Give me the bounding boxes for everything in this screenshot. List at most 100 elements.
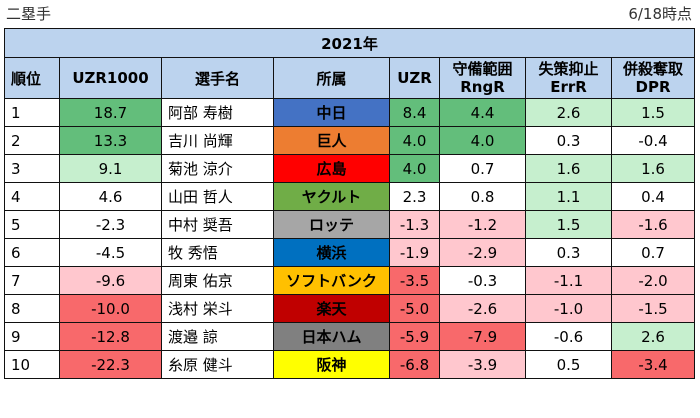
table-row: 1 18.7 阿部 寿樹 中日 8.4 4.4 2.6 1.5 [4, 98, 695, 127]
rngr-cell: -2.6 [439, 294, 526, 323]
rank-cell: 2 [4, 126, 60, 155]
col-player-header: 選手名 [161, 57, 274, 99]
rngr-cell: -7.9 [439, 322, 526, 351]
rank-cell: 10 [4, 350, 60, 379]
errr-cell: 0.5 [525, 350, 612, 379]
rngr-cell: -1.2 [439, 210, 526, 239]
col-uzr-header: UZR [389, 57, 440, 99]
errr-cell: 1.6 [525, 154, 612, 183]
col-uzr1000-header: UZR1000 [59, 57, 162, 99]
dpr-cell: 1.5 [611, 98, 695, 127]
uzr-ranking-table: 2021年 順位 UZR1000 選手名 所属 UZR 守備範囲 RngR 失策抑止 ErrR 併… [4, 28, 695, 379]
col-team-header: 所属 [273, 57, 390, 99]
uzr1000-cell: -4.5 [59, 238, 162, 267]
col-rngr-header: 守備範囲 RngR [439, 57, 526, 99]
rngr-cell: -3.9 [439, 350, 526, 379]
col-dpr-header-line1: 併殺奪取 [622, 60, 683, 78]
col-errr-header-line1: 失策抑止 [538, 60, 599, 78]
uzr1000-cell: 4.6 [59, 182, 162, 211]
uzr1000-cell: -2.3 [59, 210, 162, 239]
team-cell: 横浜 [273, 238, 390, 267]
col-rngr-header-line1: 守備範囲 [452, 60, 513, 78]
table-row: 3 9.1 菊池 涼介 広島 4.0 0.7 1.6 1.6 [4, 154, 695, 183]
uzr-cell: 4.0 [389, 126, 440, 155]
uzr1000-cell: -22.3 [59, 350, 162, 379]
col-errr-header-line2: ErrR [550, 78, 587, 96]
player-name-cell: 菊池 涼介 [161, 154, 274, 183]
position-label: 二塁手 [6, 5, 52, 23]
col-dpr-header-line2: DPR [635, 78, 671, 96]
uzr1000-cell: 9.1 [59, 154, 162, 183]
team-cell: 楽天 [273, 294, 390, 323]
table-row: 9 -12.8 渡邉 諒日本ハム -5.9 -7.9 -0.6 2.6 [4, 322, 695, 351]
errr-cell: 0.3 [525, 238, 612, 267]
col-rngr-header-line2: RngR [460, 78, 505, 96]
uzr-cell: -6.8 [389, 350, 440, 379]
dpr-cell: 1.6 [611, 154, 695, 183]
player-name-cell: 糸原 健斗 [161, 350, 274, 379]
team-cell: ヤクルト [273, 182, 390, 211]
errr-cell: -0.6 [525, 322, 612, 351]
as-of-date: 6/18時点 [628, 5, 692, 23]
uzr1000-cell: -9.6 [59, 266, 162, 295]
dpr-cell: 0.7 [611, 238, 695, 267]
player-name-cell: 周東 佑京 [161, 266, 274, 295]
team-cell: 広島 [273, 154, 390, 183]
table-row: 10 -22.3 糸原 健斗 阪神 -6.8 -3.9 0.5 -3.4 [4, 350, 695, 379]
player-name-cell: 中村 奨吾 [161, 210, 274, 239]
table-row: 4 4.6 山田 哲人 ヤクルト 2.3 0.8 1.1 0.4 [4, 182, 695, 211]
rank-cell: 6 [4, 238, 60, 267]
player-name-cell: 吉川 尚輝 [161, 126, 274, 155]
dpr-cell: -1.5 [611, 294, 695, 323]
dpr-cell: 0.4 [611, 182, 695, 211]
uzr-cell: -1.9 [389, 238, 440, 267]
uzr-cell: -5.0 [389, 294, 440, 323]
rngr-cell: 4.4 [439, 98, 526, 127]
uzr-cell: 2.3 [389, 182, 440, 211]
rank-cell: 5 [4, 210, 60, 239]
errr-cell: -1.0 [525, 294, 612, 323]
uzr-cell: -5.9 [389, 322, 440, 351]
rank-cell: 4 [4, 182, 60, 211]
team-cell: 阪神 [273, 350, 390, 379]
errr-cell: 2.6 [525, 98, 612, 127]
player-name-cell: 渡邉 諒 [161, 322, 274, 351]
errr-cell: 1.5 [525, 210, 612, 239]
errr-cell: 1.1 [525, 182, 612, 211]
table-row: 2 13.3 吉川 尚輝 巨人 4.0 4.0 0.3 -0.4 [4, 126, 695, 155]
errr-cell: 0.3 [525, 126, 612, 155]
col-dpr-header: 併殺奪取 DPR [611, 57, 695, 99]
team-cell: ソフトバンク [273, 266, 390, 295]
dpr-cell: -1.6 [611, 210, 695, 239]
rngr-cell: -0.3 [439, 266, 526, 295]
player-name-cell: 牧 秀悟 [161, 238, 274, 267]
dpr-cell: -0.4 [611, 126, 695, 155]
rank-cell: 1 [4, 98, 60, 127]
table-row: 6 -4.5 牧 秀悟 横浜 -1.9 -2.9 0.3 0.7 [4, 238, 695, 267]
player-name-cell: 山田 哲人 [161, 182, 274, 211]
uzr-cell: -1.3 [389, 210, 440, 239]
rngr-cell: 4.0 [439, 126, 526, 155]
rank-cell: 9 [4, 322, 60, 351]
errr-cell: -1.1 [525, 266, 612, 295]
uzr1000-cell: 13.3 [59, 126, 162, 155]
table-title: 2021年 [4, 28, 695, 58]
col-rank-header: 順位 [4, 57, 60, 99]
uzr1000-cell: 18.7 [59, 98, 162, 127]
rank-cell: 3 [4, 154, 60, 183]
rngr-cell: 0.7 [439, 154, 526, 183]
uzr1000-cell: -12.8 [59, 322, 162, 351]
uzr-cell: 4.0 [389, 154, 440, 183]
table-row: 8 -10.0 浅村 栄斗 楽天 -5.0 -2.6 -1.0 -1.5 [4, 294, 695, 323]
table-row: 7 -9.6 周東 佑京 ソフトバンク -3.5 -0.3 -1.1 -2.0 [4, 266, 695, 295]
rngr-cell: -2.9 [439, 238, 526, 267]
rank-cell: 8 [4, 294, 60, 323]
team-cell: ロッテ [273, 210, 390, 239]
table-row: 5 -2.3 中村 奨吾 ロッテ -1.3 -1.2 1.5 -1.6 [4, 210, 695, 239]
uzr-cell: -3.5 [389, 266, 440, 295]
rank-cell: 7 [4, 266, 60, 295]
uzr-cell: 8.4 [389, 98, 440, 127]
uzr1000-cell: -10.0 [59, 294, 162, 323]
dpr-cell: -3.4 [611, 350, 695, 379]
col-errr-header: 失策抑止 ErrR [525, 57, 612, 99]
